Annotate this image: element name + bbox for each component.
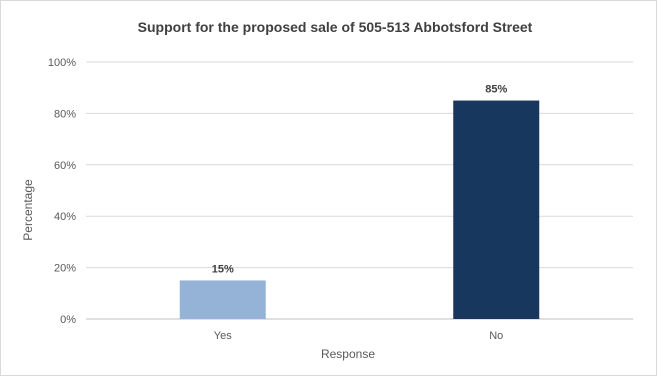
y-axis-label: Percentage — [21, 179, 35, 241]
chart-title: Support for the proposed sale of 505-513… — [138, 19, 533, 35]
y-tick-label: 60% — [54, 160, 76, 172]
y-tick-label: 100% — [48, 57, 76, 69]
gridlines — [86, 61, 633, 320]
y-tick-label: 20% — [54, 263, 76, 275]
y-tick-label: 80% — [54, 108, 76, 120]
y-tick-label: 0% — [60, 314, 76, 326]
y-axis-ticks: 0% 20% 40% 60% 80% 100% — [48, 57, 76, 326]
x-axis-ticks: Yes No — [214, 330, 504, 342]
y-tick-label: 40% — [54, 211, 76, 223]
bar-no — [453, 100, 540, 319]
bar-yes — [179, 280, 266, 319]
bars — [179, 100, 540, 319]
data-labels: 15% 85% — [212, 84, 508, 276]
x-tick-label-yes: Yes — [214, 330, 232, 342]
data-label-yes: 15% — [212, 263, 234, 275]
x-axis-label: Response — [321, 347, 375, 361]
x-tick-label-no: No — [489, 330, 503, 342]
data-label-no: 85% — [485, 84, 507, 96]
